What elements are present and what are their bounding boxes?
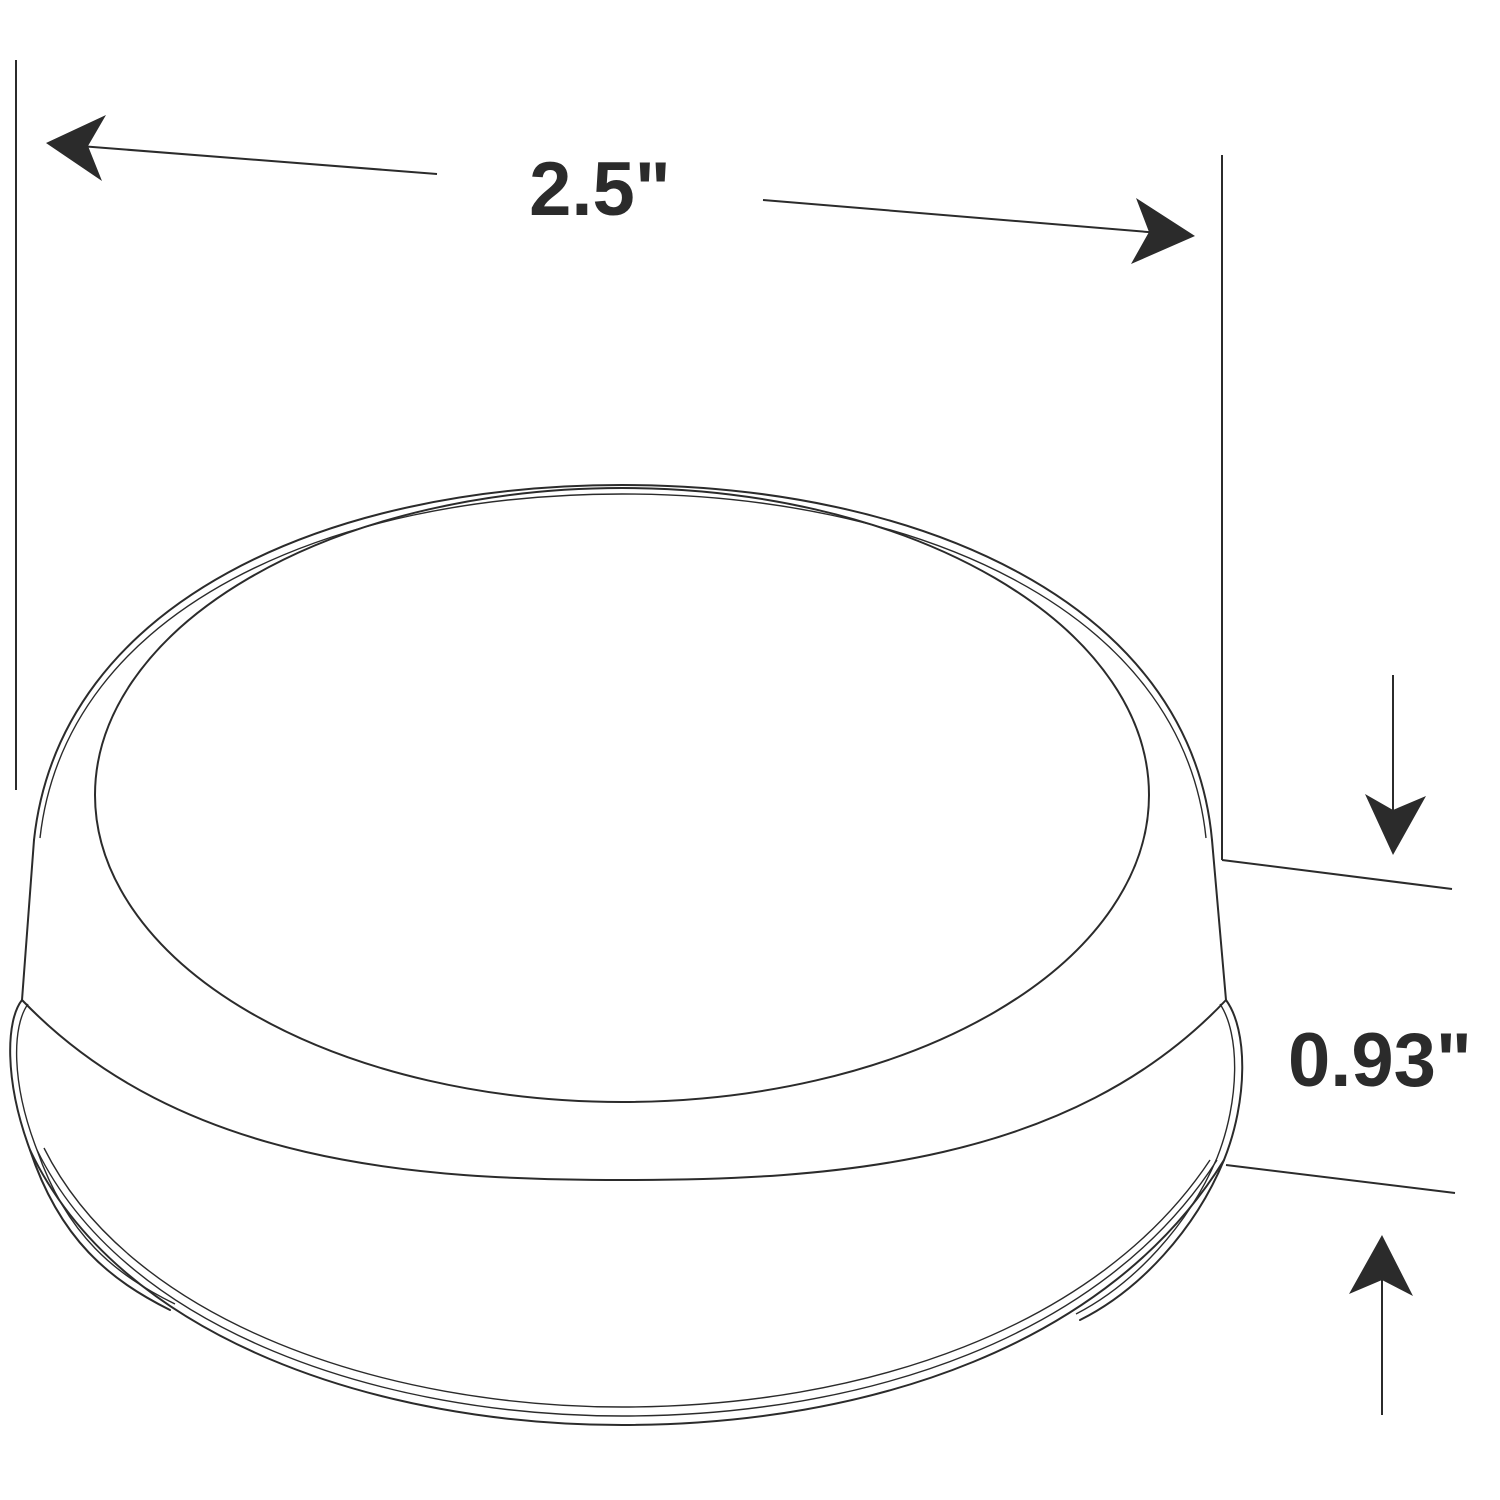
outer-rim-upper-arc-inner bbox=[39, 493, 1207, 839]
width-dimension: 2.5" bbox=[15, 60, 1223, 860]
bottom-rim bbox=[29, 1149, 1225, 1426]
upper-tier-front-edge bbox=[21, 999, 1227, 1181]
height-extension-line-bottom bbox=[1225, 1164, 1456, 1194]
bottom-rim-inner-2 bbox=[43, 1147, 1211, 1408]
upper-tier-right-side bbox=[1211, 839, 1227, 1001]
skirt-right-side bbox=[1079, 999, 1244, 1321]
width-arrowhead-right bbox=[1131, 198, 1195, 264]
upper-tier-left-side bbox=[21, 839, 35, 1001]
width-dimension-line-right bbox=[762, 199, 1161, 234]
width-dimension-line-left bbox=[79, 145, 438, 175]
height-extension-line-top bbox=[1221, 859, 1453, 890]
skirt-right-side-inner bbox=[1075, 1003, 1236, 1315]
height-dimension-label: 0.93" bbox=[1288, 1018, 1472, 1103]
width-arrowhead-left bbox=[46, 115, 106, 181]
top-face-ellipse bbox=[94, 487, 1150, 1103]
height-arrowhead-down bbox=[1365, 794, 1426, 855]
skirt-left-side bbox=[9, 999, 171, 1311]
width-dimension-label: 2.5" bbox=[529, 147, 671, 232]
round-base-outline bbox=[9, 484, 1244, 1426]
outer-rim-upper-arc bbox=[33, 484, 1213, 841]
height-dimension: 0.93" bbox=[1221, 675, 1472, 1415]
height-arrowhead-up bbox=[1349, 1235, 1413, 1296]
bottom-rim-inner-1 bbox=[36, 1149, 1218, 1417]
